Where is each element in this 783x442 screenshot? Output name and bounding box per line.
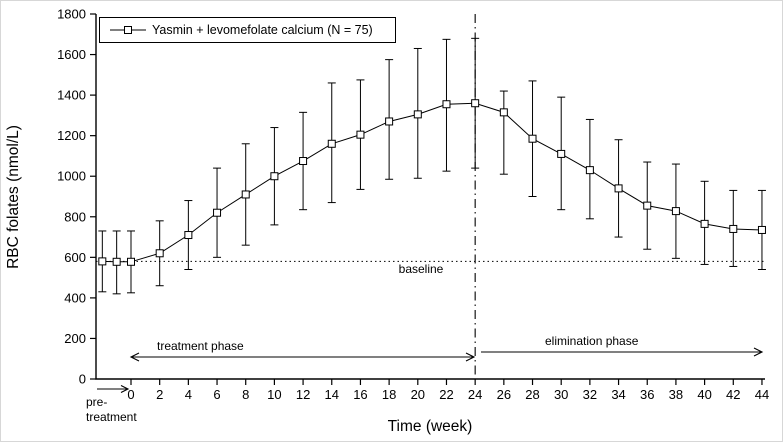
- y-tick-label: 0: [79, 372, 86, 387]
- y-tick-label: 1600: [57, 47, 86, 62]
- legend: Yasmin + levomefolate calcium (N = 75): [99, 17, 396, 43]
- x-tick-label: 32: [583, 387, 597, 402]
- arrow-right-head-icon: [753, 347, 764, 357]
- open-square-marker-icon: [614, 184, 623, 193]
- open-square-marker-icon: [585, 166, 594, 175]
- arrow-right-head-icon: [465, 352, 476, 362]
- x-tick-label: 28: [525, 387, 539, 402]
- baseline-label: baseline: [399, 262, 444, 276]
- pre-treatment-label-line2: treatment: [86, 410, 137, 424]
- x-tick-label: 8: [242, 387, 249, 402]
- open-square-marker-icon: [729, 224, 738, 233]
- x-tick-label: 26: [497, 387, 511, 402]
- data-point-markers: [98, 99, 766, 266]
- y-tick-label: 400: [64, 290, 86, 305]
- open-square-marker-icon: [124, 26, 132, 34]
- x-tick-label: 20: [411, 387, 425, 402]
- y-tick-label: 800: [64, 209, 86, 224]
- open-square-marker-icon: [299, 157, 308, 166]
- open-square-marker-icon: [270, 172, 279, 181]
- legend-label: Yasmin + levomefolate calcium (N = 75): [152, 23, 373, 37]
- treatment-phase-arrow: treatment phase: [129, 339, 476, 362]
- open-square-marker-icon: [471, 99, 480, 108]
- x-tick-label: 42: [726, 387, 740, 402]
- open-square-marker-icon: [385, 117, 394, 126]
- y-tick-label: 600: [64, 250, 86, 265]
- y-tick-label: 1200: [57, 128, 86, 143]
- y-tick-label: 1400: [57, 88, 86, 103]
- x-tick-label: 24: [468, 387, 482, 402]
- elimination-phase-label: elimination phase: [545, 334, 639, 348]
- x-tick-label: 6: [213, 387, 220, 402]
- open-square-marker-icon: [155, 249, 164, 258]
- pre-treatment-annotation: pre- treatment: [86, 385, 137, 424]
- x-tick-label: 0: [127, 387, 134, 402]
- arrow-left-head-icon: [129, 352, 140, 362]
- x-tick-label: 40: [697, 387, 711, 402]
- treatment-phase-label: treatment phase: [157, 339, 244, 353]
- x-tick-label: 44: [755, 387, 769, 402]
- open-square-marker-icon: [499, 108, 508, 117]
- open-square-marker-icon: [557, 149, 566, 158]
- open-square-marker-icon: [442, 100, 451, 109]
- x-tick-label: 38: [669, 387, 683, 402]
- x-tick-label: 10: [267, 387, 281, 402]
- open-square-marker-icon: [700, 219, 709, 228]
- open-square-marker-icon: [528, 134, 537, 143]
- x-tick-label: 18: [382, 387, 396, 402]
- elimination-phase-arrow: elimination phase: [481, 334, 764, 357]
- open-square-marker-icon: [241, 190, 250, 199]
- open-square-marker-icon: [413, 110, 422, 119]
- open-square-marker-icon: [184, 231, 193, 240]
- open-square-marker-icon: [327, 139, 336, 148]
- x-axis-title: Time (week): [388, 418, 473, 435]
- y-axis-title: RBC folates (nmol/L): [5, 125, 22, 269]
- pre-treatment-label-line1: pre-: [86, 395, 107, 409]
- y-tick-label: 1000: [57, 169, 86, 184]
- legend-box: [99, 17, 396, 43]
- open-square-marker-icon: [671, 207, 680, 216]
- open-square-marker-icon: [127, 257, 135, 266]
- x-tick-label: 2: [156, 387, 163, 402]
- x-tick-label: 22: [439, 387, 453, 402]
- x-tick-label: 4: [185, 387, 192, 402]
- open-square-marker-icon: [757, 225, 766, 234]
- open-square-marker-icon: [98, 257, 107, 266]
- x-tick-label: 16: [353, 387, 367, 402]
- x-tick-label: 14: [325, 387, 339, 402]
- open-square-marker-icon: [356, 130, 365, 139]
- open-square-marker-icon: [112, 257, 121, 266]
- y-tick-label: 1800: [57, 7, 86, 22]
- open-square-marker-icon: [643, 201, 652, 210]
- x-tick-label: 36: [640, 387, 654, 402]
- open-square-marker-icon: [213, 208, 222, 217]
- x-tick-label: 34: [611, 387, 625, 402]
- x-tick-label: 12: [296, 387, 310, 402]
- arrow-right-head-icon: [120, 385, 130, 393]
- x-tick-label: 30: [554, 387, 568, 402]
- y-tick-label: 200: [64, 331, 86, 346]
